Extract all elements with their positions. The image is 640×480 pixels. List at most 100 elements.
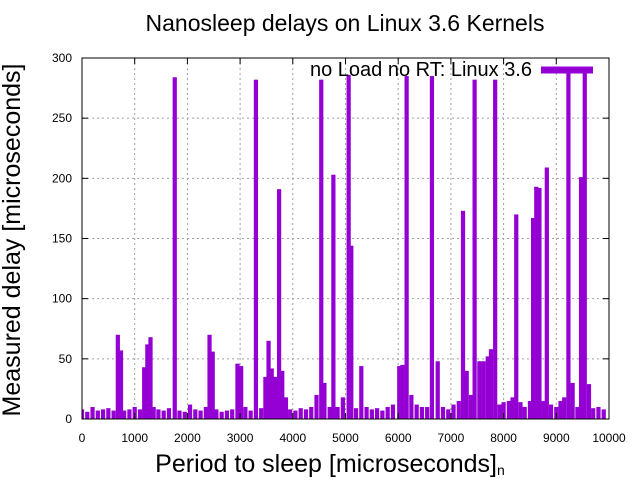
legend: no Load no RT: Linux 3.6 — [310, 59, 593, 81]
bar — [446, 409, 451, 419]
bar — [440, 406, 446, 419]
bar — [214, 409, 219, 419]
bar — [219, 411, 224, 419]
bar — [314, 394, 319, 419]
bar — [346, 74, 351, 419]
bar — [142, 367, 147, 419]
y-tick-label: 250 — [52, 111, 72, 125]
bar — [435, 361, 440, 419]
bar — [272, 376, 277, 419]
x-tick-label: 0 — [79, 431, 86, 445]
bar — [187, 404, 193, 419]
bar — [269, 368, 274, 419]
x-tick-label: 2000 — [174, 431, 201, 445]
bar — [541, 400, 546, 419]
bar — [319, 79, 324, 419]
bar — [493, 79, 498, 419]
x-tick-label: 1000 — [121, 431, 148, 445]
y-axis-title: Measured delay [microseconds] — [0, 64, 26, 417]
bar — [243, 406, 248, 419]
x-axis-title-suffix: n — [497, 462, 505, 478]
bars — [82, 67, 606, 420]
bar — [548, 404, 554, 419]
bar — [364, 406, 369, 419]
bar — [464, 370, 469, 419]
bar — [419, 406, 425, 419]
bar — [527, 400, 533, 419]
x-tick-label: 5000 — [332, 431, 359, 445]
bar — [578, 177, 584, 419]
y-tick-label: 200 — [52, 171, 72, 185]
bar — [456, 400, 461, 419]
bar — [203, 406, 208, 419]
x-tick-label: 4000 — [279, 431, 306, 445]
bar — [544, 167, 549, 419]
x-tick-labels: 0 1000 2000 3000 4000 5000 6000 7000 8000 9000 100… — [79, 431, 626, 445]
bar — [425, 406, 430, 419]
bar — [404, 76, 409, 420]
bar — [566, 67, 571, 420]
bar — [400, 364, 405, 419]
bar — [414, 404, 419, 419]
chart-title: Nanosleep delays on Linux 3.6 Kernels — [146, 10, 545, 36]
bar — [537, 187, 542, 419]
bar — [485, 356, 490, 419]
bar — [148, 337, 153, 419]
y-tick-labels: 0 50 100 150 200 250 300 — [52, 51, 72, 426]
x-axis-title: Period to sleep [microseconds]n — [155, 450, 505, 478]
bar — [161, 410, 166, 419]
bar — [276, 189, 282, 419]
bar — [510, 397, 515, 419]
bar — [390, 404, 396, 419]
bar — [95, 410, 100, 419]
bar — [429, 76, 435, 420]
bar — [340, 397, 345, 419]
bar — [224, 410, 230, 419]
bar — [349, 245, 354, 419]
bar — [115, 334, 120, 419]
bar — [132, 406, 137, 419]
bar — [177, 410, 182, 419]
bar — [518, 402, 523, 419]
bar — [239, 366, 244, 419]
bar — [477, 361, 482, 419]
bar — [562, 397, 567, 419]
bar — [534, 186, 539, 419]
bar — [570, 382, 575, 419]
bar — [468, 394, 474, 419]
bar — [156, 409, 161, 419]
bar — [385, 406, 390, 419]
x-tick-label: 8000 — [490, 431, 517, 445]
bar — [85, 411, 90, 419]
bar — [151, 406, 156, 419]
bar — [118, 350, 124, 419]
bar — [127, 409, 132, 419]
bar — [253, 79, 259, 419]
legend-label: no Load no RT: Linux 3.6 — [310, 59, 532, 81]
y-tick-label: 150 — [52, 232, 72, 246]
bar — [575, 406, 580, 419]
bar — [309, 406, 314, 419]
bar — [106, 408, 111, 419]
bar — [397, 366, 402, 419]
bar — [460, 210, 466, 419]
bar — [514, 214, 519, 419]
grid — [82, 58, 609, 419]
bar — [293, 410, 298, 419]
bar — [266, 340, 271, 419]
bar — [596, 406, 601, 419]
bar — [198, 410, 203, 419]
bar — [335, 406, 340, 419]
bar — [90, 406, 95, 419]
bar — [122, 410, 127, 419]
bar — [409, 394, 414, 419]
x-tick-label: 9000 — [543, 431, 570, 445]
ticks — [81, 57, 610, 420]
bar — [601, 409, 606, 419]
x-tick-label: 6000 — [385, 431, 412, 445]
bar — [582, 71, 587, 419]
bar — [111, 410, 116, 419]
y-tick-label: 300 — [52, 51, 72, 65]
bar — [488, 349, 494, 419]
